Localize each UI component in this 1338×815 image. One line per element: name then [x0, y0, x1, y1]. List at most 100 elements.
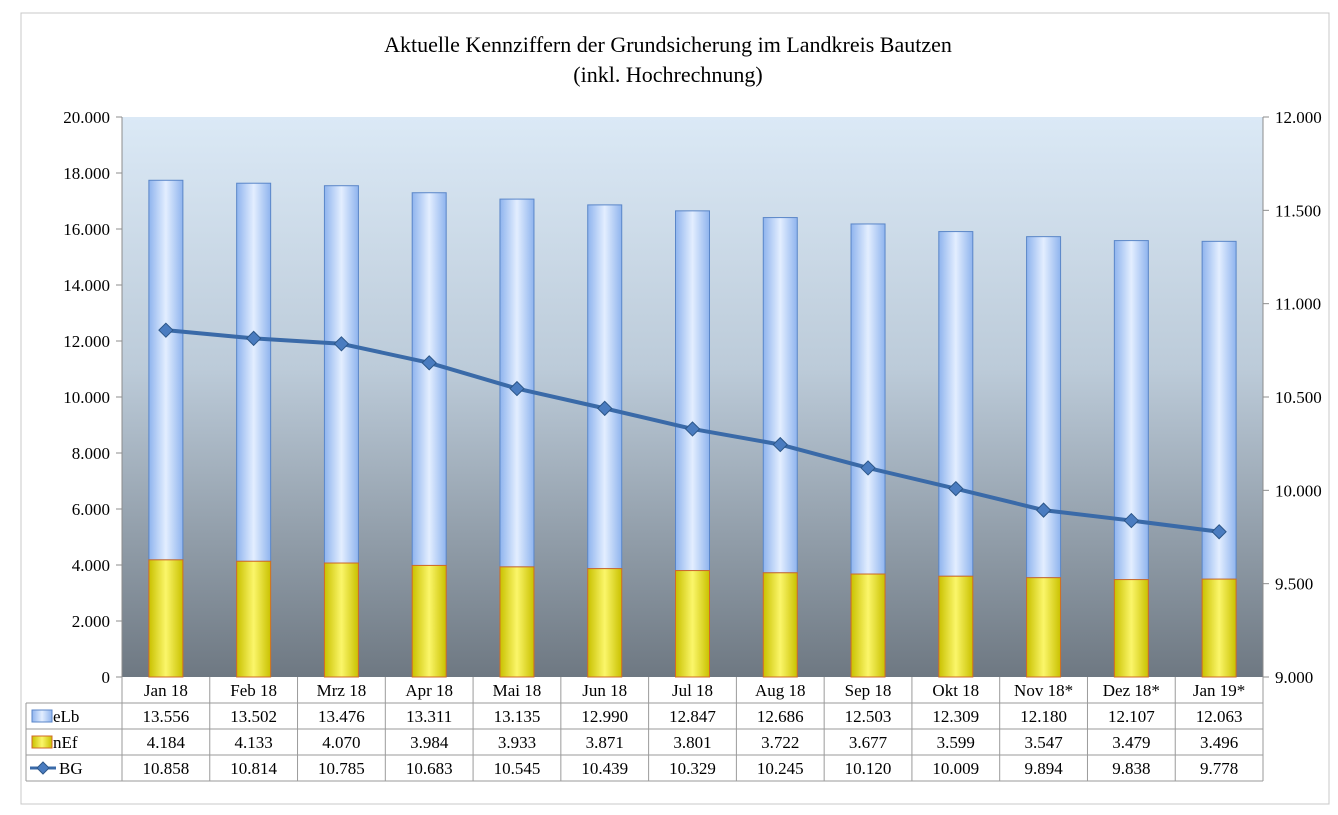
- legend-key-bg-marker: [36, 761, 50, 775]
- bg-point: [948, 480, 964, 497]
- chart-subtitle: (inkl. Hochrechnung): [573, 62, 762, 87]
- bar-elb: [323, 185, 359, 564]
- data-label-nef: 3.984: [410, 733, 449, 752]
- bar-nef: [587, 568, 623, 678]
- x-axis-tick-label: Jan 19*: [1193, 681, 1245, 700]
- legend-label-elb: eLb: [53, 707, 79, 726]
- bar-elb: [587, 204, 623, 570]
- data-label-bg: 10.545: [494, 759, 541, 778]
- bg-point: [1035, 502, 1052, 518]
- data-label-elb: 12.990: [581, 707, 628, 726]
- line-series-bg: [158, 322, 1227, 540]
- bar-nef: [762, 572, 798, 678]
- legend-key-nef: [31, 735, 53, 749]
- x-axis-tick-label: Apr 18: [405, 681, 453, 700]
- data-label-elb: 12.180: [1020, 707, 1067, 726]
- data-label-elb: 12.503: [845, 707, 892, 726]
- data-label-bg: 9.838: [1112, 759, 1150, 778]
- left-axis-tick-label: 16.000: [63, 220, 110, 239]
- bg-point: [333, 336, 350, 352]
- left-axis-tick-label: 0: [102, 668, 111, 687]
- data-label-nef: 3.933: [498, 733, 536, 752]
- bar-nef: [411, 564, 447, 678]
- bar-elb: [1026, 236, 1062, 579]
- bar-elb: [236, 182, 272, 562]
- data-label-bg: 10.245: [757, 759, 804, 778]
- legend-label-bg: BG: [59, 759, 83, 778]
- bar-nef: [1113, 579, 1149, 678]
- data-table: Jan 18 Feb 18 Mrz 18 Apr 18 Mai 18 Jun 18 Jul …: [25, 677, 1264, 782]
- left-axis-tick-label: 18.000: [63, 164, 110, 183]
- data-label-nef: 4.184: [147, 733, 186, 752]
- bar-elb: [850, 223, 886, 575]
- data-label-bg: 9.894: [1024, 759, 1063, 778]
- bar-elb: [1113, 240, 1149, 581]
- data-label-elb: 13.556: [143, 707, 190, 726]
- data-label-elb: 13.311: [406, 707, 452, 726]
- left-axis-tick-label: 14.000: [63, 276, 110, 295]
- bar-elb: [938, 231, 974, 577]
- left-axis-tick-label: 8.000: [72, 444, 110, 463]
- bg-point: [772, 436, 788, 453]
- chart-title: Aktuelle Kennziffern der Grundsicherung …: [384, 32, 952, 57]
- data-label-nef: 3.801: [673, 733, 711, 752]
- left-axis-tick-label: 20.000: [63, 108, 110, 127]
- bar-nef: [675, 570, 710, 678]
- x-axis-tick-label: Nov 18*: [1014, 681, 1073, 700]
- data-label-nef: 4.133: [235, 733, 273, 752]
- bg-point: [245, 330, 262, 347]
- bar-nef: [323, 562, 359, 678]
- x-axis-tick-label: Jun 18: [582, 681, 627, 700]
- bg-point: [421, 355, 437, 371]
- x-axis-tick-label: Okt 18: [932, 681, 979, 700]
- bg-point: [158, 322, 174, 338]
- data-label-bg: 10.439: [581, 759, 628, 778]
- data-label-elb: 12.686: [757, 707, 804, 726]
- bg-point: [509, 380, 525, 397]
- bar-nef: [850, 573, 886, 678]
- right-axis-tick-label: 12.000: [1275, 108, 1322, 127]
- data-label-elb: 12.847: [669, 707, 716, 726]
- bg-point: [860, 460, 876, 476]
- data-label-elb: 12.309: [932, 707, 979, 726]
- left-axis-tick-label: 10.000: [63, 388, 110, 407]
- data-label-bg: 10.120: [845, 759, 892, 778]
- right-axis-tick-label: 11.500: [1275, 201, 1321, 220]
- x-axis-tick-label: Feb 18: [230, 681, 277, 700]
- right-axis-tick-label: 11.000: [1275, 295, 1321, 314]
- data-label-nef: 4.070: [322, 733, 360, 752]
- bar-nef: [938, 575, 974, 678]
- bar-nef: [499, 566, 535, 678]
- data-label-elb: 12.107: [1108, 707, 1155, 726]
- data-label-nef: 3.547: [1024, 733, 1063, 752]
- right-axis: 9.000 9.500 10.000 10.500 11.000 11.500 12.000: [1262, 108, 1322, 687]
- x-axis-tick-label: Mrz 18: [317, 681, 367, 700]
- left-axis-tick-label: 4.000: [72, 556, 110, 575]
- bar-elb: [411, 192, 447, 566]
- data-label-nef: 3.496: [1200, 733, 1238, 752]
- right-axis-tick-label: 9.500: [1275, 575, 1313, 594]
- bar-elb: [1201, 240, 1237, 580]
- bar-series: [148, 179, 1237, 678]
- data-label-nef: 3.871: [586, 733, 624, 752]
- left-axis-tick-label: 2.000: [72, 612, 110, 631]
- bar-elb: [762, 217, 798, 574]
- data-label-elb: 12.063: [1196, 707, 1243, 726]
- x-axis-tick-label: Dez 18*: [1103, 681, 1160, 700]
- bg-point: [1123, 512, 1140, 529]
- legend-key-elb: [31, 709, 53, 723]
- data-label-bg: 10.814: [230, 759, 277, 778]
- data-label-nef: 3.722: [761, 733, 799, 752]
- x-axis-tick-label: Mai 18: [493, 681, 542, 700]
- bar-elb: [675, 210, 710, 572]
- x-axis-tick-label: Jan 18: [144, 681, 188, 700]
- data-label-nef: 3.677: [849, 733, 888, 752]
- right-axis-tick-label: 10.000: [1275, 481, 1322, 500]
- data-label-elb: 13.135: [494, 707, 541, 726]
- data-label-bg: 10.329: [669, 759, 716, 778]
- data-label-bg: 10.009: [932, 759, 979, 778]
- bar-nef: [236, 560, 272, 678]
- x-axis-tick-label: Sep 18: [845, 681, 892, 700]
- left-axis: 0 2.000 4.000 6.000 8.000 10.000 12.000 14.000 1…: [63, 108, 123, 687]
